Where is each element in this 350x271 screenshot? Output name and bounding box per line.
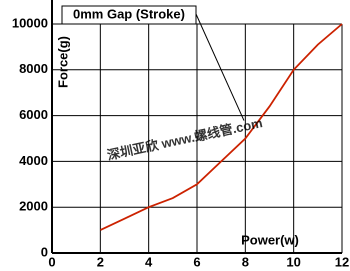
y-tick-label: 8000 bbox=[19, 61, 48, 76]
x-tick-label: 0 bbox=[48, 254, 55, 269]
x-tick-label: 10 bbox=[286, 254, 300, 269]
y-tick-label: 6000 bbox=[19, 107, 48, 122]
y-tick-label: 4000 bbox=[19, 153, 48, 168]
data-line bbox=[99, 23, 343, 231]
x-tick-label: 8 bbox=[242, 254, 249, 269]
annotation: 0mm Gap (Stroke) bbox=[73, 6, 185, 21]
y-tick-label: 0 bbox=[41, 244, 48, 259]
annotation-box bbox=[61, 5, 197, 25]
x-tick-label: 12 bbox=[335, 254, 349, 269]
y-axis-label: Force(g) bbox=[55, 36, 70, 88]
x-tick-label: 4 bbox=[145, 254, 153, 269]
y-tick-label: 2000 bbox=[19, 199, 48, 214]
annotation-leader bbox=[195, 13, 245, 121]
x-axis-label: Power(w) bbox=[241, 232, 299, 247]
x-tick-label: 6 bbox=[193, 254, 200, 269]
x-tick-label: 2 bbox=[97, 254, 104, 269]
y-tick-label: 10000 bbox=[12, 15, 48, 30]
